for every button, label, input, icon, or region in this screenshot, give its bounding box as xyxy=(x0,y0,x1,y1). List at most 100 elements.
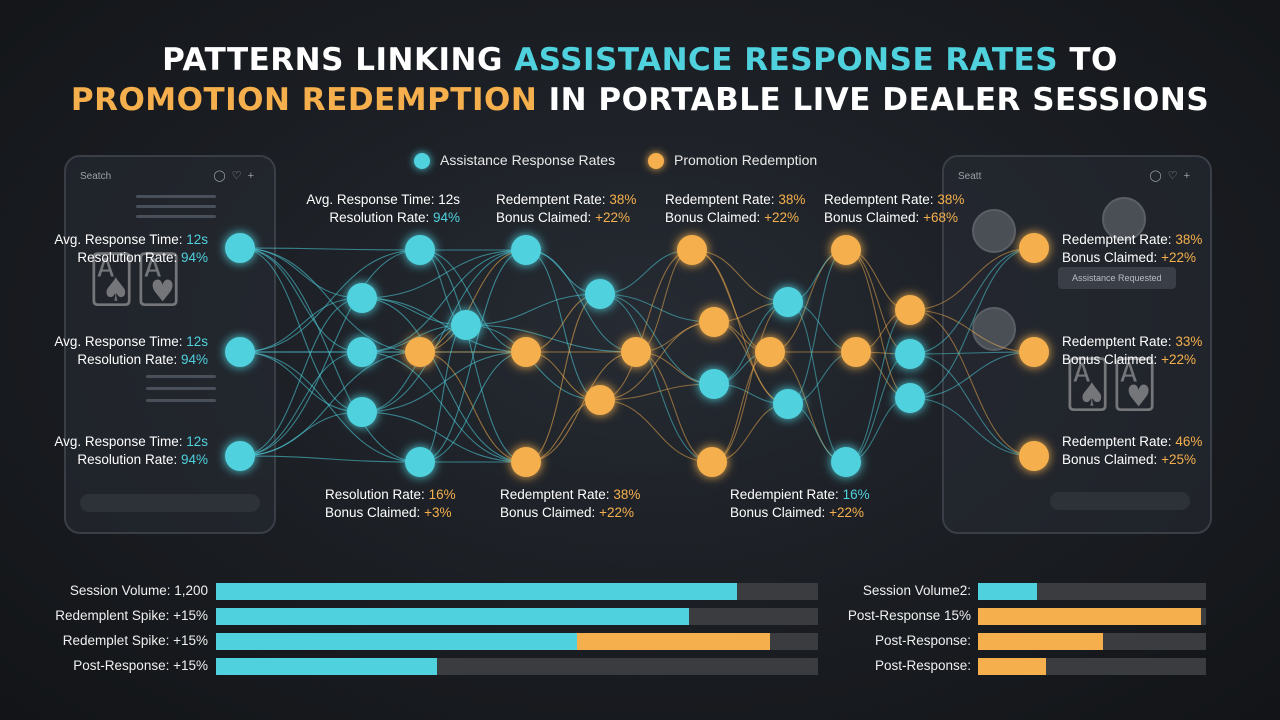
metric-value: 94% xyxy=(180,452,208,467)
bar-fill-cyan xyxy=(978,583,1038,600)
assistance-node xyxy=(347,397,377,427)
connection-edge xyxy=(525,293,601,463)
right-phone-mockup: Seatt ◯♡+ Assistance Requested 🂡🂱 xyxy=(942,155,1212,534)
connection-edge xyxy=(599,383,715,401)
dealer-avatar xyxy=(972,209,1016,253)
connection-edge xyxy=(599,321,715,401)
promotion-node xyxy=(1019,233,1049,263)
connection-edge xyxy=(465,293,601,326)
phone-chat-input xyxy=(1050,492,1190,510)
assistance-node xyxy=(225,337,255,367)
assistance-node xyxy=(405,447,435,477)
assistance-node xyxy=(225,441,255,471)
connection-edge xyxy=(239,351,421,463)
connection-edge xyxy=(361,411,527,463)
metric-name: Resolution Rate: xyxy=(77,452,181,467)
connection-edge xyxy=(361,324,467,413)
assistance-node xyxy=(895,383,925,413)
assistance-node xyxy=(451,310,481,340)
connection-edge xyxy=(361,297,527,353)
connection-edge xyxy=(239,297,363,457)
node-label-left-bot: Avg. Response Time: 12s Resolution Rate:… xyxy=(40,433,208,469)
metric-value: +22% xyxy=(829,505,864,520)
assistance-requested-bubble: Assistance Requested xyxy=(1058,267,1176,289)
bar-label: Session Volume: 1,200 xyxy=(69,583,208,598)
promotion-node xyxy=(755,337,785,367)
connection-edge xyxy=(361,249,527,413)
connection-edge xyxy=(909,247,1035,311)
phone-text-line xyxy=(146,375,216,378)
connection-edge xyxy=(909,351,1035,399)
metric-value: 38% xyxy=(613,487,641,502)
bar-fill-cyan xyxy=(216,608,689,625)
connection-edge xyxy=(361,297,467,326)
metric-value: +22% xyxy=(1161,352,1196,367)
metric-value: 12s xyxy=(186,232,208,247)
bar-track xyxy=(216,608,818,625)
metric-name: Bonus Claimed: xyxy=(730,505,830,520)
assistance-node xyxy=(831,447,861,477)
connection-edge xyxy=(599,293,715,385)
connection-edge xyxy=(239,249,421,457)
connection-edge xyxy=(909,309,1035,353)
phone-text-line xyxy=(146,399,216,402)
connection-edge xyxy=(239,247,421,353)
metric-value: 38% xyxy=(778,192,806,207)
node-label-top-3: Redemptent Rate: 38% Bonus Claimed: +22% xyxy=(665,191,815,227)
metric-name: Bonus Claimed: xyxy=(824,210,924,225)
connection-edge xyxy=(909,353,1035,457)
title-highlight-assistance: ASSISTANCE RESPONSE RATES xyxy=(514,42,1059,78)
bar-fill-orange xyxy=(978,633,1104,650)
metric-value: +68% xyxy=(923,210,958,225)
metric-value: 38% xyxy=(609,192,637,207)
assistance-node xyxy=(347,283,377,313)
node-label-left-top: Avg. Response Time: 12s Resolution Rate:… xyxy=(40,231,208,267)
bar-track xyxy=(978,583,1206,600)
connection-edge xyxy=(239,455,421,463)
bar-track xyxy=(216,658,818,675)
metric-value: 12s xyxy=(438,192,460,207)
metric-name: Bonus Claimed: xyxy=(1062,452,1162,467)
metric-name: Avg. Response Time: xyxy=(54,434,187,449)
connection-edge xyxy=(361,249,527,299)
metric-value: 94% xyxy=(180,250,208,265)
connection-edge xyxy=(361,297,527,463)
node-label-bot-1: Resolution Rate: 16% Bonus Claimed: +3% xyxy=(325,486,465,522)
connection-edge xyxy=(465,324,637,353)
connection-edge xyxy=(599,249,693,295)
node-label-right-top: Redemptent Rate: 38% Bonus Claimed: +22% xyxy=(1062,231,1222,267)
metric-value: +25% xyxy=(1161,452,1196,467)
metric-name: Bonus Claimed: xyxy=(665,210,765,225)
metric-name: Resolution Rate: xyxy=(329,210,433,225)
promotion-node xyxy=(831,235,861,265)
connection-edge xyxy=(909,247,1035,399)
metric-name: Bonus Claimed: xyxy=(496,210,596,225)
node-label-bot-2: Redemptent Rate: 38% Bonus Claimed: +22% xyxy=(500,486,650,522)
assistance-node xyxy=(585,279,615,309)
bar-fill-cyan xyxy=(216,658,437,675)
metric-value: 94% xyxy=(180,352,208,367)
phone-text-line xyxy=(146,387,216,390)
promotion-node xyxy=(511,337,541,367)
promotion-node xyxy=(677,235,707,265)
assistance-node xyxy=(699,369,729,399)
connection-edge xyxy=(599,293,715,323)
connection-edge xyxy=(239,247,421,463)
bar-label: Redemplent Spike: +15% xyxy=(55,608,208,623)
assistance-node xyxy=(405,235,435,265)
connection-edge xyxy=(909,309,1035,457)
phone-chat-input xyxy=(80,494,260,512)
bar-label: Session Volume2: xyxy=(862,583,971,598)
playing-cards-icon: 🂡🂱 xyxy=(88,253,183,305)
connection-edge xyxy=(909,397,1035,457)
playing-cards-icon: 🂡🂱 xyxy=(1064,358,1159,410)
node-label-right-mid: Redemptent Rate: 33% Bonus Claimed: +22% xyxy=(1062,333,1222,369)
metric-name: Bonus Claimed: xyxy=(325,505,425,520)
promotion-node xyxy=(1019,441,1049,471)
metric-name: Redemptent Rate: xyxy=(665,192,779,207)
bar-track xyxy=(216,583,818,600)
metric-value: 12s xyxy=(186,334,208,349)
phone-text-line xyxy=(136,205,216,208)
node-label-bot-3: Redempient Rate: 16% Bonus Claimed: +22% xyxy=(730,486,880,522)
